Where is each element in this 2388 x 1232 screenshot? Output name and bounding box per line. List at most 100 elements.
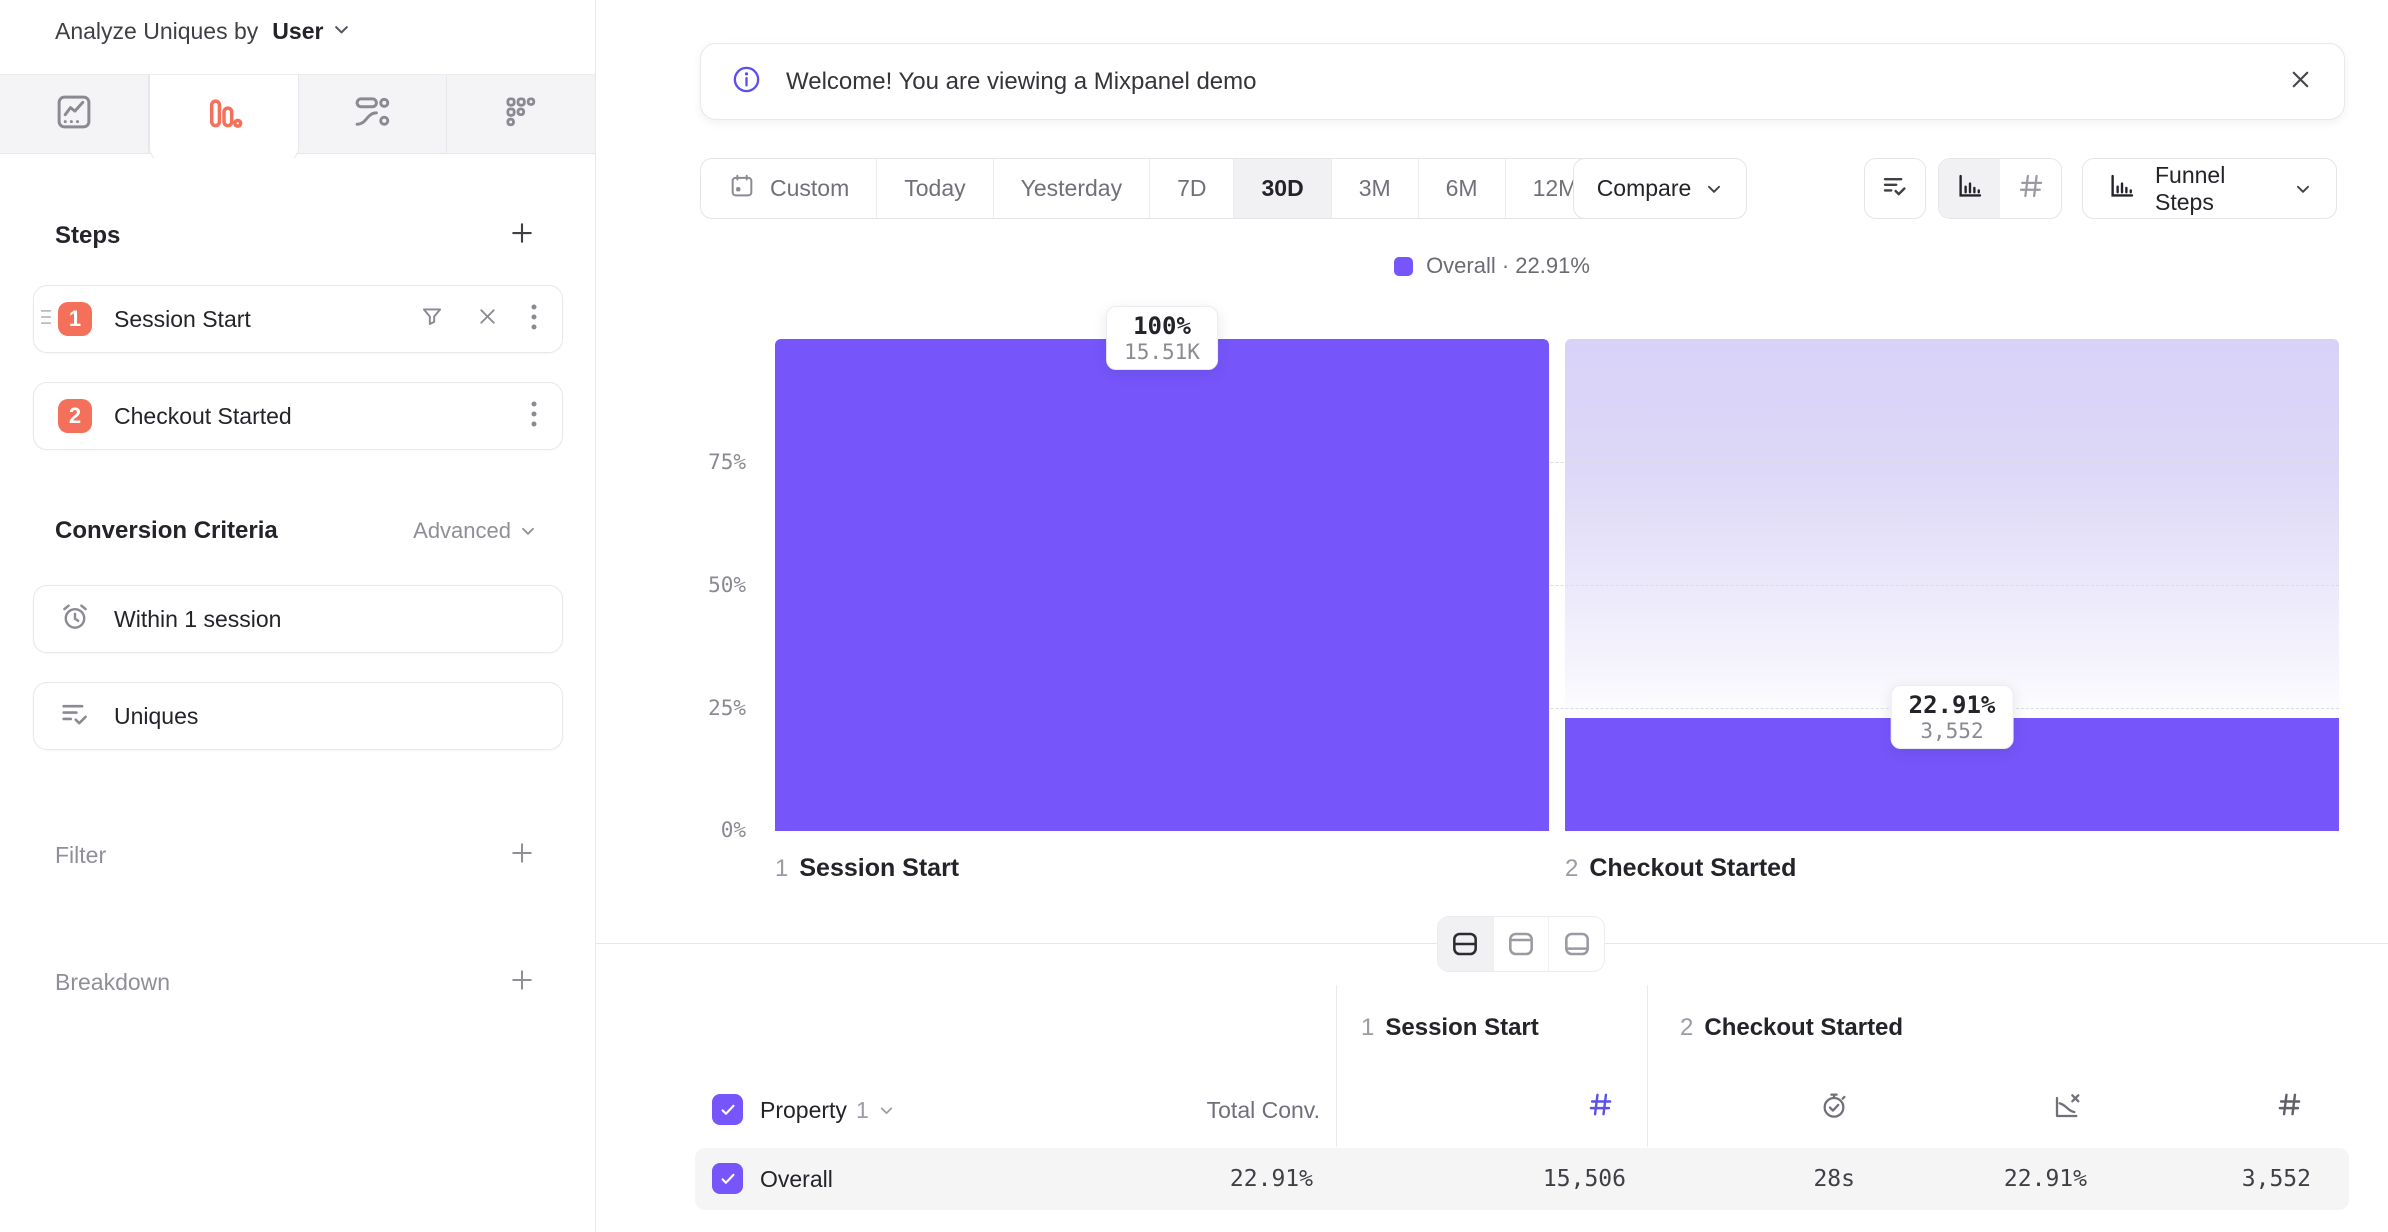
step1-count-value: 15,506	[1542, 1166, 1626, 1192]
date-range-label: Custom	[770, 175, 850, 201]
breakdown-section: Breakdown	[55, 965, 537, 1000]
date-range-label: 30D	[1261, 175, 1304, 201]
date-range-7d[interactable]: 7D	[1150, 159, 1235, 218]
step-row-2[interactable]: 2 Checkout Started	[33, 382, 563, 450]
compare-label: Compare	[1596, 175, 1692, 201]
step-number: 1	[1361, 1014, 1375, 1041]
conv-rate-column-header[interactable]	[2051, 1090, 2083, 1127]
y-axis-tick-50: 50%	[708, 573, 746, 597]
steps-title: Steps	[55, 221, 121, 249]
date-range-label: Yesterday	[1020, 175, 1123, 201]
row-checkbox[interactable]	[712, 1163, 743, 1194]
main-content: Welcome! You are viewing a Mixpanel demo…	[596, 0, 2388, 1232]
close-icon[interactable]	[2287, 66, 2314, 98]
select-all-checkbox[interactable]	[712, 1094, 743, 1125]
gridline-25	[775, 708, 2339, 709]
funnel-chart: 100% 15.51K 22.91% 3,552	[775, 306, 2339, 831]
tab-funnels[interactable]	[148, 75, 299, 163]
metric-uniques-button[interactable]	[1864, 158, 1926, 219]
banner-text: Welcome! You are viewing a Mixpanel demo	[786, 67, 1257, 95]
step-number-badge: 2	[58, 399, 92, 433]
analyze-by-dropdown[interactable]: User	[268, 18, 351, 45]
bar-chart-axis-icon	[1955, 171, 1985, 206]
table-group-header-1: 1 Session Start	[1361, 1014, 1539, 1042]
compare-button[interactable]: Compare	[1573, 158, 1747, 219]
date-range-today[interactable]: Today	[877, 159, 994, 218]
split-view-toggle[interactable]	[1438, 917, 1494, 971]
bar-percent-label: 100%	[1133, 312, 1191, 340]
bar-count-label: 3,552	[1920, 719, 1984, 744]
table-view-toggle[interactable]	[1549, 917, 1604, 971]
table-column-divider	[1647, 985, 1648, 1147]
chevron-down-icon	[332, 18, 351, 45]
date-range-30d[interactable]: 30D	[1234, 159, 1332, 218]
list-check-icon	[1880, 171, 1910, 207]
add-filter-button[interactable]	[507, 838, 537, 873]
tab-insights[interactable]	[0, 75, 149, 153]
funnel-bar-session-start[interactable]	[775, 339, 1549, 831]
advanced-dropdown[interactable]: Advanced	[413, 518, 537, 544]
value-format-toggle	[1938, 158, 2062, 219]
step-row-1[interactable]: 1 Session Start	[33, 285, 563, 353]
view-selector-dropdown[interactable]: Funnel Steps	[2082, 158, 2337, 219]
add-step-button[interactable]	[507, 218, 537, 253]
date-range-label: 7D	[1177, 175, 1207, 201]
step-name: Session Start	[1385, 1014, 1539, 1041]
chart-view-toggle[interactable]	[1494, 917, 1550, 971]
remove-step-icon[interactable]	[475, 304, 500, 334]
date-range-control: Custom Today Yesterday 7D 30D 3M 6M 12M	[700, 158, 1606, 219]
step-options-kebab-icon[interactable]	[530, 399, 538, 434]
table-group-header-2: 2 Checkout Started	[1680, 1014, 1903, 1042]
date-range-3m[interactable]: 3M	[1332, 159, 1419, 218]
bar-value-tooltip-2: 22.91% 3,552	[1890, 685, 2014, 750]
steps-section-header: Steps	[55, 218, 537, 253]
tab-flows[interactable]	[299, 75, 448, 153]
step-name: Checkout Started	[1704, 1014, 1904, 1041]
date-range-12m[interactable]: 12M	[1506, 159, 1605, 218]
flow-icon	[351, 91, 393, 138]
table-row[interactable]	[695, 1148, 2349, 1210]
step-number: 2	[1680, 1014, 1694, 1041]
avg-time-value: 28s	[1813, 1166, 1855, 1192]
counting-method-row[interactable]: Uniques	[33, 682, 563, 750]
date-range-custom[interactable]: Custom	[701, 159, 878, 218]
chart-legend[interactable]: Overall · 22.91%	[596, 253, 2388, 279]
avg-time-column-header[interactable]	[1818, 1090, 1850, 1127]
step-label: Checkout Started	[114, 402, 292, 429]
grid-dots-icon	[500, 91, 542, 138]
gridline-75	[775, 462, 2339, 463]
conversion-window-label: Within 1 session	[114, 605, 282, 632]
add-breakdown-button[interactable]	[507, 965, 537, 1000]
conversion-criteria-title: Conversion Criteria	[55, 517, 278, 544]
date-range-6m[interactable]: 6M	[1419, 159, 1506, 218]
step-options-kebab-icon[interactable]	[530, 302, 538, 337]
bar-count-label: 15.51K	[1124, 340, 1200, 364]
total-conv-value: 22.91%	[1229, 1166, 1313, 1192]
percent-bars-toggle[interactable]	[1939, 159, 2000, 218]
property-dropdown[interactable]: Property 1	[760, 1097, 895, 1124]
row-name: Overall	[760, 1166, 833, 1192]
conversion-window-row[interactable]: Within 1 session	[33, 585, 563, 653]
step-name: Session Start	[799, 854, 960, 882]
filter-section: Filter	[55, 838, 537, 873]
bar-percent-label: 22.91%	[1908, 691, 1996, 720]
tab-retention[interactable]	[447, 75, 595, 153]
drag-handle-icon[interactable]	[38, 306, 54, 333]
analyze-by-value: User	[272, 18, 324, 44]
filter-step-icon[interactable]	[419, 304, 445, 335]
funnel-steps-chart-icon	[2107, 171, 2137, 207]
date-range-yesterday[interactable]: Yesterday	[994, 159, 1151, 218]
bar-chart-icon	[203, 95, 245, 142]
bar-value-tooltip-1: 100% 15.51K	[1106, 306, 1218, 370]
x-axis-label-2: 2 Checkout Started	[1565, 854, 1796, 883]
number-format-toggle[interactable]	[2000, 159, 2061, 218]
step1-count-column-header[interactable]	[1586, 1090, 1615, 1124]
counting-method-label: Uniques	[114, 702, 199, 729]
step2-count-value: 3,552	[2241, 1166, 2311, 1192]
property-label: Property	[760, 1097, 847, 1123]
demo-banner: Welcome! You are viewing a Mixpanel demo	[700, 43, 2345, 120]
sidebar: Analyze Uniques by User	[0, 0, 596, 1232]
total-conv-column-header: Total Conv.	[1206, 1097, 1320, 1123]
step2-count-column-header[interactable]	[2275, 1090, 2304, 1124]
step-name: Checkout Started	[1589, 854, 1797, 882]
